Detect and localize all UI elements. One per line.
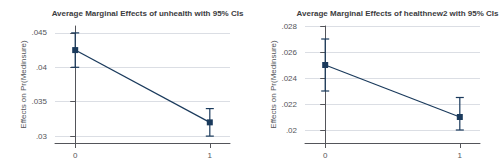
svg-text:Average Marginal Effects of he: Average Marginal Effects of healthnew2 w… <box>297 9 500 18</box>
svg-text:.028: .028 <box>281 22 297 31</box>
svg-text:1: 1 <box>458 151 463 160</box>
svg-text:1: 1 <box>208 151 213 160</box>
svg-text:.045: .045 <box>31 28 47 37</box>
svg-text:0: 0 <box>323 151 328 160</box>
svg-text:Effects on Pr(Medinsure): Effects on Pr(Medinsure) <box>19 40 28 129</box>
svg-text:Average Marginal Effects of un: Average Marginal Effects of unhealth wit… <box>52 9 244 18</box>
svg-text:.02: .02 <box>286 126 298 135</box>
svg-text:0: 0 <box>73 151 78 160</box>
svg-text:.035: .035 <box>31 97 47 106</box>
svg-text:.03: .03 <box>36 132 48 141</box>
svg-text:.022: .022 <box>281 100 297 109</box>
svg-text:Effects on Pr(Medinsure): Effects on Pr(Medinsure) <box>269 40 278 129</box>
svg-text:.04: .04 <box>36 63 48 72</box>
svg-text:.024: .024 <box>281 74 297 83</box>
svg-text:.026: .026 <box>281 48 297 57</box>
